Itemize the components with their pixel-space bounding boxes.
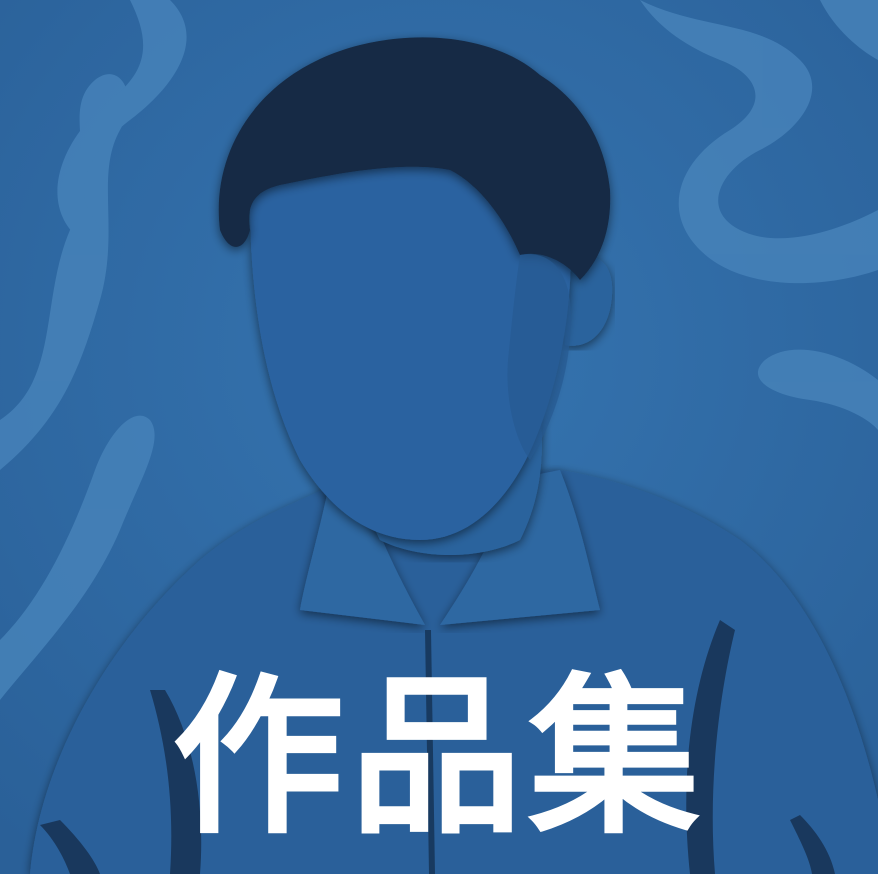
shirt xyxy=(30,470,878,874)
face-shadow xyxy=(507,254,571,460)
background-swirls xyxy=(0,0,878,700)
face xyxy=(250,130,571,540)
ear xyxy=(560,256,613,346)
hair xyxy=(218,37,611,280)
page-title: 作品集 xyxy=(172,657,706,858)
collar-left xyxy=(300,480,425,625)
shirt-folds xyxy=(40,620,835,874)
collar-right xyxy=(440,470,600,625)
shirt-placket xyxy=(425,629,435,874)
